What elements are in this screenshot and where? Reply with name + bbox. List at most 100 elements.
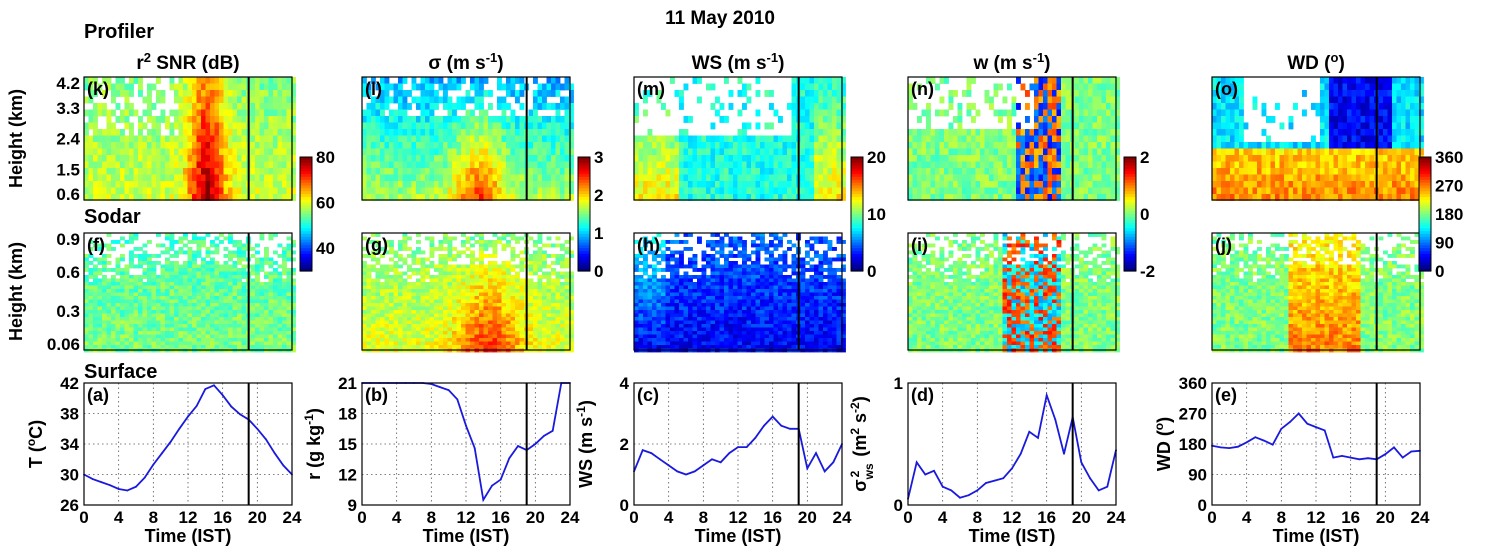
heatmap-cell-f	[169, 324, 175, 328]
heatmap-cell-f	[205, 261, 211, 265]
heatmap-cell-f	[232, 292, 238, 297]
heatmap-cell-l	[542, 181, 547, 188]
heatmap-cell-n	[1079, 116, 1084, 123]
heatmap-cell-l	[389, 155, 394, 162]
heatmap-cell-o	[1225, 148, 1231, 156]
heatmap-cell-k	[268, 194, 274, 201]
heatmap-cell-o	[1302, 194, 1307, 201]
heatmap-cell-n	[939, 174, 945, 182]
heatmap-cell-f	[129, 310, 134, 314]
heatmap-cell-f	[165, 317, 170, 321]
heatmap-cell-l	[420, 148, 426, 156]
heatmap-cell-n	[993, 90, 999, 97]
heatmap-cell-l	[465, 187, 471, 195]
heatmap-cell-n	[1092, 77, 1098, 84]
heatmap-cell-l	[528, 109, 534, 117]
heatmap-cell-m	[728, 90, 734, 97]
heatmap-cell-l	[447, 116, 453, 123]
heatmap-cell-l	[389, 135, 394, 143]
heatmap-cell-m	[638, 194, 644, 201]
heatmap-cell-o	[1288, 116, 1294, 123]
heatmap-cell-f	[124, 334, 130, 339]
heatmap-cell-k	[232, 77, 238, 84]
heatmap-cell-m	[814, 155, 819, 162]
heatmap-cell-o	[1405, 109, 1411, 117]
heatmap-cell-l	[528, 194, 534, 201]
heatmap-cell-k	[219, 77, 224, 84]
heatmap-cell-m	[823, 161, 828, 169]
heatmap-cell-n	[1043, 168, 1048, 175]
heatmap-cell-l	[537, 90, 543, 97]
heatmap-cell-l	[425, 90, 430, 97]
heatmap-cell-f	[291, 327, 296, 332]
heatmap-cell-f	[241, 313, 247, 318]
heatmap-cell-l	[528, 168, 534, 175]
heatmap-cell-k	[291, 155, 296, 162]
heatmap-cell-f	[196, 282, 202, 286]
heatmap-cell-l	[465, 116, 471, 123]
heatmap-cell-k	[142, 161, 148, 169]
heatmap-cell-f	[205, 324, 211, 328]
heatmap-cell-f	[111, 285, 116, 290]
heatmap-cell-k	[178, 90, 184, 97]
heatmap-cell-f	[241, 282, 247, 286]
heatmap-cell-n	[1083, 77, 1089, 84]
heatmap-cell-l	[564, 148, 570, 156]
heatmap-cell-m	[818, 83, 824, 91]
heatmap-cell-f	[259, 292, 265, 297]
heatmap-cell-m	[692, 174, 698, 182]
heatmap-cell-k	[259, 77, 265, 84]
heatmap-cell-l	[479, 194, 484, 201]
heatmap-cell-l	[384, 161, 390, 169]
heatmap-cell-o	[1356, 168, 1361, 175]
heatmap-cell-f	[93, 306, 98, 311]
heatmap-cell-m	[706, 148, 711, 156]
heatmap-cell-n	[935, 142, 940, 149]
heatmap-cell-m	[760, 181, 765, 188]
heatmap-cell-f	[210, 310, 215, 314]
heatmap-cell-f	[147, 278, 152, 283]
heatmap-cell-k	[178, 122, 184, 130]
heatmap-cell-f	[201, 275, 206, 279]
heatmap-cell-n	[993, 142, 999, 149]
heatmap-cell-m	[751, 187, 756, 195]
heatmap-cell-k	[147, 90, 152, 97]
heatmap-cell-m	[683, 155, 689, 162]
heatmap-cell-n	[908, 83, 913, 91]
heatmap-cell-f	[169, 271, 175, 276]
heatmap-cell-k	[282, 109, 287, 117]
heatmap-cell-n	[1092, 122, 1098, 130]
heatmap-cell-l	[546, 161, 552, 169]
heatmap-cell-n	[948, 122, 954, 130]
heatmap-cell-o	[1387, 116, 1393, 123]
heatmap-cell-k	[183, 148, 188, 156]
heatmap-cell-n	[1038, 155, 1044, 162]
heatmap-cell-k	[187, 122, 193, 130]
heatmap-cell-o	[1401, 148, 1406, 156]
heatmap-cell-n	[1011, 161, 1017, 169]
heatmap-cell-f	[183, 334, 188, 339]
heatmap-cell-o	[1342, 161, 1348, 169]
heatmap-cell-k	[187, 96, 193, 104]
heatmap-cell-o	[1342, 187, 1348, 195]
heatmap-cell-l	[411, 161, 417, 169]
heatmap-cell-k	[169, 168, 175, 175]
heatmap-cell-f	[241, 296, 247, 300]
heatmap-cell-f	[142, 282, 148, 286]
heatmap-cell-f	[142, 320, 148, 325]
heatmap-cell-n	[1115, 174, 1120, 182]
heatmap-cell-f	[147, 299, 152, 304]
heatmap-cell-f	[147, 264, 152, 269]
heatmap-cell-k	[237, 83, 242, 91]
heatmap-cell-f	[237, 254, 242, 258]
heatmap-cell-m	[724, 181, 729, 188]
heatmap-cell-k	[133, 109, 139, 117]
heatmap-cell-f	[169, 254, 175, 258]
heatmap-cell-l	[407, 122, 412, 130]
heatmap-cell-o	[1351, 142, 1357, 149]
heatmap-cell-m	[710, 103, 716, 110]
heatmap-cell-k	[277, 155, 283, 162]
heatmap-cell-f	[241, 275, 247, 279]
heatmap-cell-k	[259, 161, 265, 169]
heatmap-cell-n	[980, 187, 985, 195]
